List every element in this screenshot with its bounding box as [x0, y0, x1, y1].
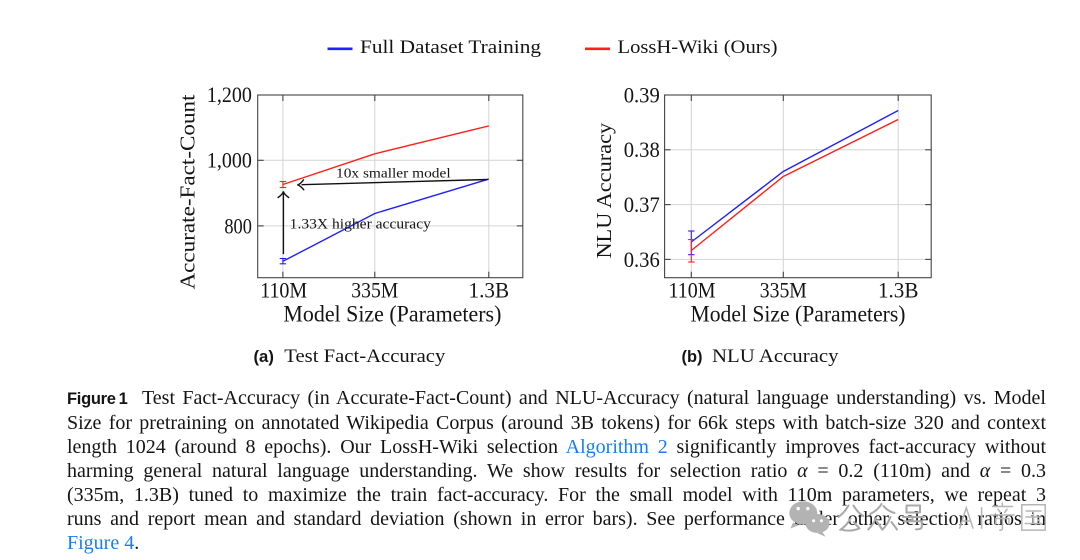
svg-text:NLU Accuracy: NLU Accuracy	[592, 123, 616, 259]
svg-text:0.38: 0.38	[624, 137, 660, 162]
svg-text:(a): (a)	[254, 347, 274, 366]
svg-text:800: 800	[224, 213, 252, 238]
svg-text:110M: 110M	[669, 278, 716, 303]
svg-text:335M: 335M	[351, 278, 398, 303]
svg-text:1.3B: 1.3B	[469, 278, 510, 303]
svg-text:NLU Accuracy: NLU Accuracy	[712, 346, 839, 367]
svg-text:10x smaller model: 10x smaller model	[336, 166, 451, 181]
svg-text:1,000: 1,000	[207, 148, 252, 173]
svg-text:Model Size (Parameters): Model Size (Parameters)	[691, 301, 906, 326]
svg-text:(b): (b)	[682, 347, 703, 366]
svg-text:Model Size (Parameters): Model Size (Parameters)	[283, 301, 501, 326]
svg-text:Test Fact-Accuracy: Test Fact-Accuracy	[284, 346, 446, 367]
svg-text:0.36: 0.36	[624, 247, 660, 272]
svg-text:1,200: 1,200	[207, 82, 252, 107]
svg-text:0.37: 0.37	[624, 192, 660, 217]
svg-text:LossH-Wiki (Ours): LossH-Wiki (Ours)	[618, 37, 778, 58]
svg-text:335M: 335M	[760, 278, 807, 303]
svg-text:110M: 110M	[260, 278, 307, 303]
svg-text:1.33X higher accuracy: 1.33X higher accuracy	[290, 216, 432, 232]
svg-text:Accurate-Fact-Count: Accurate-Fact-Count	[175, 94, 199, 289]
svg-text:Full Dataset Training: Full Dataset Training	[360, 37, 542, 58]
svg-text:1.3B: 1.3B	[878, 278, 919, 303]
svg-text:0.39: 0.39	[624, 82, 660, 107]
